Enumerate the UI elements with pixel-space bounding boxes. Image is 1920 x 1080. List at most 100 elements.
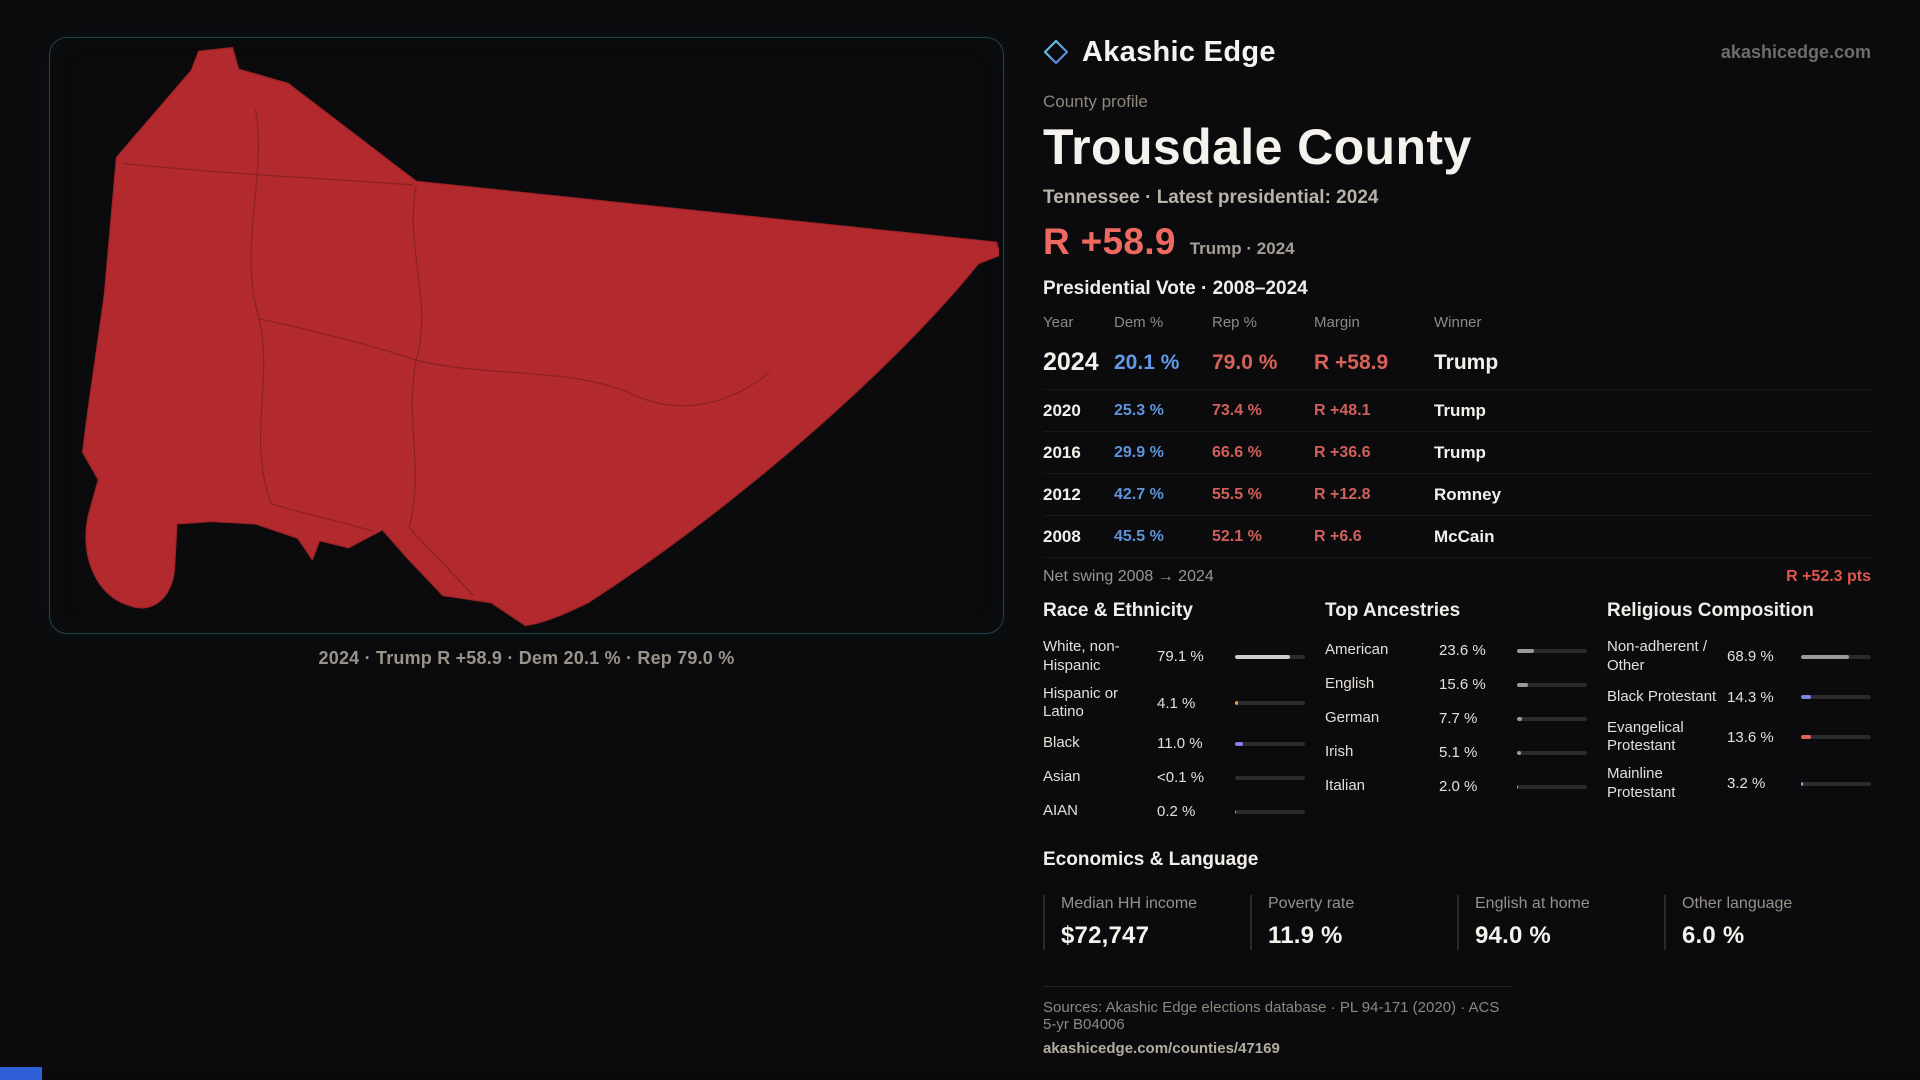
- vote-row-2012: 2012 42.7 % 55.5 % R +12.8 Romney: [1043, 474, 1871, 516]
- stat-row: Black 11.0 %: [1043, 731, 1305, 756]
- dem-cell: 25.3 %: [1114, 401, 1164, 419]
- stat-row: Mainline Protestant 3.2 %: [1607, 765, 1871, 803]
- stat-row: American 23.6 %: [1325, 638, 1587, 663]
- site-link[interactable]: akashicedge.com: [1720, 41, 1871, 62]
- stat-bar: [1235, 654, 1305, 659]
- sources-text: Sources: Akashic Edge elections database…: [1043, 999, 1500, 1033]
- section-title-economics: Economics & Language: [1043, 849, 1259, 870]
- stat-bar: [1235, 809, 1305, 814]
- demographics-section: Race & Ethnicity White, non-Hispanic 79.…: [1043, 600, 1871, 833]
- stat-bar: [1801, 654, 1871, 659]
- econ-value: 6.0 %: [1682, 922, 1745, 949]
- stat-label: Irish: [1325, 743, 1354, 761]
- stat-row: White, non-Hispanic 79.1 %: [1043, 638, 1305, 676]
- econ-value: 11.9 %: [1268, 922, 1343, 949]
- net-swing-value: R +52.3 pts: [1786, 568, 1871, 585]
- stat-row: Black Protestant 14.3 %: [1607, 685, 1871, 710]
- year-cell: 2024: [1043, 348, 1099, 376]
- vote-table-title: Presidential Vote · 2008–2024: [1043, 278, 1308, 299]
- stat-label: English: [1325, 675, 1375, 693]
- winner-cell: Romney: [1434, 484, 1502, 504]
- stat-row: English 15.6 %: [1325, 672, 1587, 697]
- econ-value: 94.0 %: [1475, 922, 1551, 949]
- dem-cell: 42.7 %: [1114, 485, 1164, 503]
- margin-cell: R +36.6: [1314, 443, 1371, 461]
- net-swing-label: Net swing 2008 → 2024: [1043, 568, 1214, 585]
- stat-value: 68.9 %: [1727, 648, 1774, 666]
- stat-row: AIAN 0.2 %: [1043, 799, 1305, 824]
- economics-stats: Median HH income $72,747 Poverty rate 11…: [1043, 895, 1871, 950]
- margin-cell: R +6.6: [1314, 527, 1362, 545]
- stat-value: 2.0 %: [1439, 778, 1478, 795]
- stat-label: Black: [1043, 734, 1080, 752]
- county-profile-panel: Akashic Edge akashicedge.com County prof…: [1043, 30, 1871, 1057]
- year-cell: 2008: [1043, 526, 1081, 546]
- headline-margin: R +58.9: [1043, 221, 1176, 262]
- stat-value: <0.1 %: [1157, 769, 1205, 786]
- dem-cell: 20.1 %: [1114, 350, 1180, 374]
- stat-value: 23.6 %: [1439, 642, 1486, 659]
- stat-row: Non-adherent / Other 68.9 %: [1607, 638, 1871, 676]
- stat-row: Evangelical Protestant 13.6 %: [1607, 719, 1871, 757]
- bottom-bar: [0, 1067, 1920, 1080]
- stat-label: Non-adherent / Other: [1607, 638, 1708, 674]
- stat-label: German: [1325, 709, 1380, 727]
- stat-value: 4.1 %: [1157, 694, 1196, 712]
- stat-row: Italian 2.0 %: [1325, 774, 1587, 799]
- header: Akashic Edge akashicedge.com: [1043, 30, 1871, 74]
- stat-value: 14.3 %: [1727, 688, 1774, 706]
- stat-bar: [1801, 735, 1871, 740]
- stat-value: 0.2 %: [1157, 803, 1196, 820]
- subtitle: Tennessee · Latest presidential: 2024: [1043, 187, 1379, 208]
- stat-value: 79.1 %: [1157, 648, 1204, 666]
- headline-margin-row: R +58.9 Trump · 2024: [1043, 221, 1871, 263]
- headline-margin-note: Trump · 2024: [1189, 239, 1295, 258]
- stat-bar: [1517, 784, 1587, 789]
- stat-bar: [1235, 701, 1305, 706]
- stat-value: 11.0 %: [1157, 735, 1203, 752]
- stat-bar: [1517, 750, 1587, 755]
- county-shape[interactable]: [81, 46, 999, 627]
- vote-row-2020: 2020 25.3 % 73.4 % R +48.1 Trump: [1043, 390, 1871, 432]
- stat-bar: [1801, 695, 1871, 699]
- stat-row: Asian <0.1 %: [1043, 765, 1305, 790]
- col-margin: Margin: [1314, 313, 1360, 331]
- stat-label: Hispanic or Latino: [1043, 684, 1119, 721]
- county-map[interactable]: [56, 44, 999, 629]
- stat-label: Mainline Protestant: [1607, 765, 1676, 801]
- stat-row: Hispanic or Latino 4.1 %: [1043, 685, 1305, 723]
- bottom-accent: [0, 1067, 42, 1080]
- margin-cell: R +48.1: [1314, 401, 1371, 419]
- econ-label: Poverty rate: [1268, 895, 1355, 912]
- vote-row-2024: 2024 20.1 % 79.0 % R +58.9 Trump: [1043, 336, 1871, 390]
- stat-label: Asian: [1043, 768, 1081, 786]
- rep-cell: 55.5 %: [1212, 485, 1262, 503]
- stat-bar: [1235, 775, 1305, 780]
- rep-cell: 79.0 %: [1212, 350, 1278, 374]
- margin-cell: R +12.8: [1314, 485, 1371, 503]
- stat-row: Irish 5.1 %: [1325, 740, 1587, 765]
- stat-label: AIAN: [1043, 802, 1079, 820]
- rep-cell: 73.4 %: [1212, 401, 1262, 419]
- econ-stat: Other language 6.0 %: [1664, 895, 1857, 950]
- stat-bar: [1517, 716, 1587, 721]
- section-title-religion: Religious Composition: [1607, 600, 1814, 621]
- permalink[interactable]: akashicedge.com/counties/47169: [1043, 1040, 1280, 1057]
- dem-cell: 45.5 %: [1114, 527, 1164, 545]
- stat-row: German 7.7 %: [1325, 706, 1587, 731]
- rep-cell: 66.6 %: [1212, 443, 1262, 461]
- vote-table: Year Dem % Rep % Margin Winner 2024 20.1…: [1043, 308, 1871, 596]
- winner-cell: McCain: [1434, 526, 1495, 546]
- stat-value: 15.6 %: [1439, 676, 1486, 693]
- econ-value: $72,747: [1061, 922, 1150, 949]
- brand-name: Akashic Edge: [1082, 35, 1276, 68]
- stat-value: 7.7 %: [1439, 710, 1478, 727]
- vote-table-header: Year Dem % Rep % Margin Winner: [1043, 308, 1871, 336]
- stat-bar: [1517, 682, 1587, 687]
- econ-label: English at home: [1475, 895, 1590, 912]
- diamond-logo-icon: [1043, 39, 1069, 65]
- col-year: Year: [1043, 313, 1074, 331]
- winner-cell: Trump: [1434, 350, 1499, 374]
- page-title: Trousdale County: [1043, 119, 1472, 175]
- econ-stat: Median HH income $72,747: [1043, 895, 1236, 950]
